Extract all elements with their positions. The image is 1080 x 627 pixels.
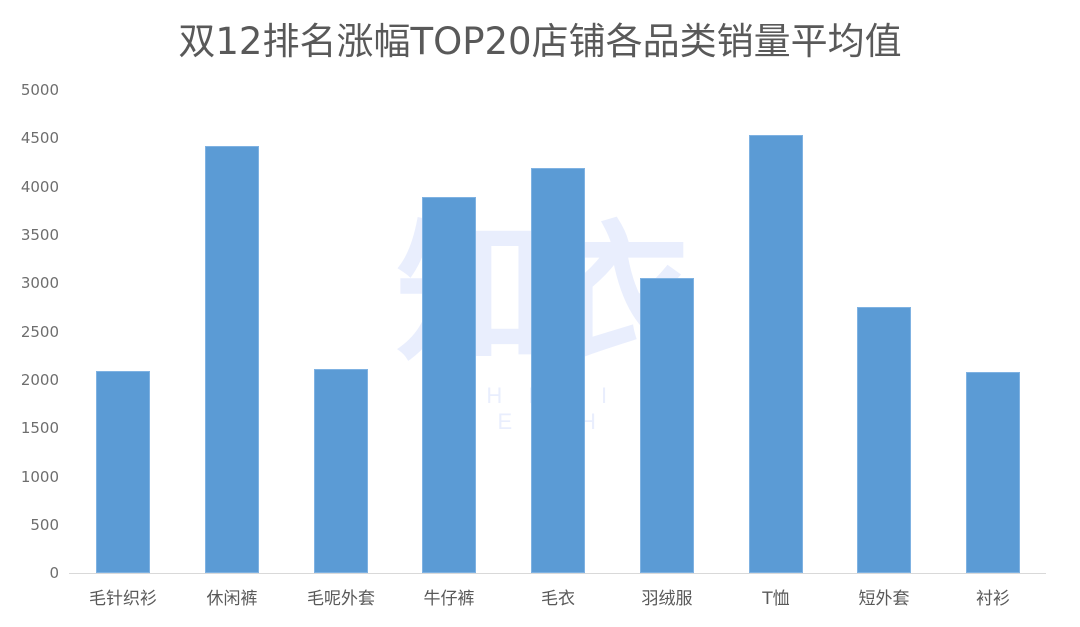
bar-7 xyxy=(749,135,803,573)
x-tick-label: 休闲裤 xyxy=(206,589,258,609)
bar-5 xyxy=(531,168,585,573)
bar-8 xyxy=(857,307,911,573)
y-tick-label: 0 xyxy=(49,564,59,582)
bar-6 xyxy=(640,278,694,573)
y-tick-label: 1000 xyxy=(20,468,59,486)
y-tick-label: 5000 xyxy=(20,81,59,99)
bar-2 xyxy=(205,146,259,573)
y-tick-label: 2000 xyxy=(20,371,59,389)
x-tick-label: 毛衣 xyxy=(541,589,575,609)
y-tick-label: 3000 xyxy=(20,274,59,292)
y-tick-label: 500 xyxy=(30,516,59,534)
chart-title: 双12排名涨幅TOP20店铺各品类销量平均值 xyxy=(178,20,902,63)
x-tick-label: 衬衫 xyxy=(976,589,1010,609)
bar-1 xyxy=(96,371,150,573)
y-tick-label: 2500 xyxy=(20,323,59,341)
x-tick-label: 牛仔裤 xyxy=(423,589,475,609)
x-tick-label: T恤 xyxy=(762,589,790,609)
x-tick-label: 毛针织衫 xyxy=(89,589,157,609)
x-axis-line xyxy=(69,573,1046,574)
bar-9 xyxy=(966,372,1020,573)
x-tick-label: 毛呢外套 xyxy=(307,589,375,609)
y-tick-label: 1500 xyxy=(20,419,59,437)
y-tick-label: 4000 xyxy=(20,178,59,196)
bar-4 xyxy=(422,197,476,573)
y-tick-label: 4500 xyxy=(20,129,59,147)
bar-3 xyxy=(314,369,368,573)
y-tick-label: 3500 xyxy=(20,226,59,244)
x-tick-label: 羽绒服 xyxy=(641,589,693,609)
x-tick-label: 短外套 xyxy=(858,589,910,609)
